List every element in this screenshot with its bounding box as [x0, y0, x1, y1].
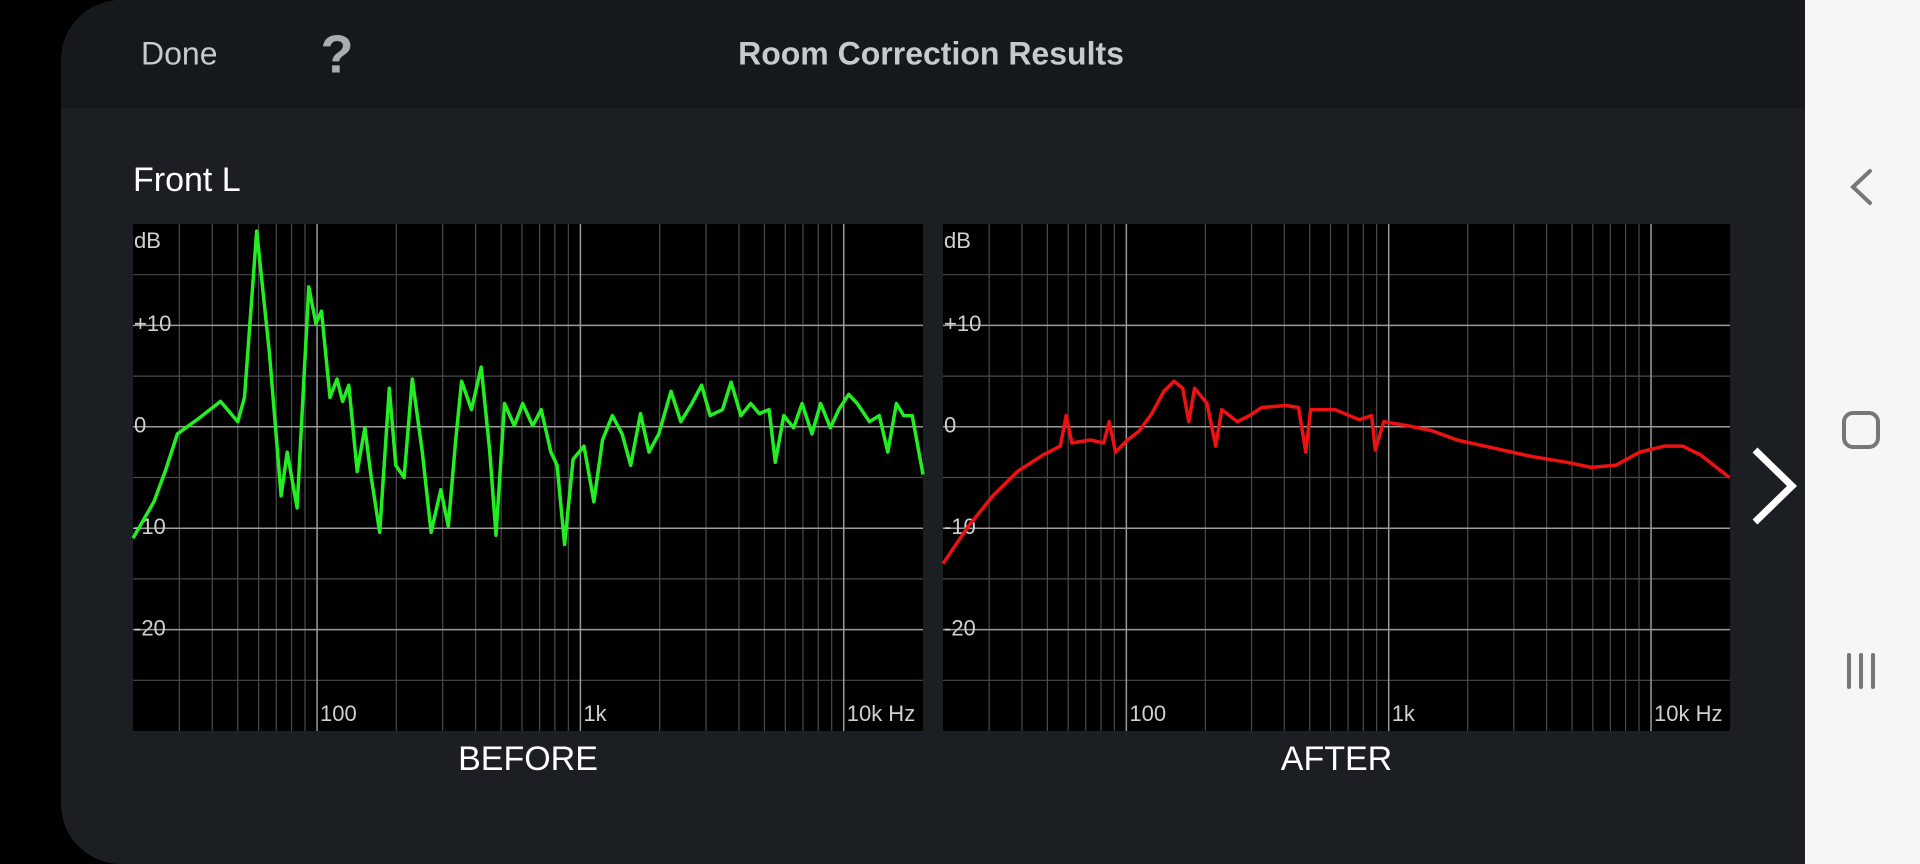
x-tick-label: 100: [320, 701, 357, 726]
chart-caption: BEFORE: [458, 740, 598, 778]
x-tick-label: 100: [1129, 701, 1166, 726]
y-tick-label: 0: [944, 413, 956, 438]
done-button[interactable]: Done: [141, 35, 218, 71]
channel-label: Front L: [133, 161, 241, 199]
next-arrow[interactable]: [1752, 447, 1798, 525]
chart: 100 1k 10k Hz +10 0 -10 -20 dB AFTER: [941, 224, 1731, 778]
charts: 100 1k 10k Hz +10 0 -10 -20 dB BEFORE 100 1k 10k Hz…: [131, 224, 1731, 778]
response-line: [941, 379, 1731, 565]
response-line: [131, 229, 925, 547]
y-tick-label: +10: [944, 311, 981, 336]
x-tick-label: 10k Hz: [1654, 701, 1722, 726]
x-tick-label: 10k Hz: [847, 701, 915, 726]
x-tick-label: 1k: [583, 701, 607, 726]
header-bar: [61, 0, 1805, 108]
x-tick-label: 1k: [1392, 701, 1416, 726]
y-tick-label: +10: [134, 311, 171, 336]
nav-bar: [1805, 0, 1920, 864]
y-tick-label: 0: [134, 413, 146, 438]
nav-back[interactable]: [1850, 169, 1872, 205]
y-tick-label: -20: [134, 615, 166, 640]
y-tick-label: -10: [944, 514, 976, 539]
y-axis-label: dB: [134, 228, 161, 253]
y-tick-label: -20: [944, 615, 976, 640]
y-axis-label: dB: [944, 228, 971, 253]
chart-caption: AFTER: [1281, 740, 1392, 778]
nav-home[interactable]: [1842, 411, 1880, 449]
help-button[interactable]: ?: [321, 24, 354, 84]
nav-recents[interactable]: [1847, 653, 1875, 689]
dialog-title: Room Correction Results: [738, 35, 1124, 71]
